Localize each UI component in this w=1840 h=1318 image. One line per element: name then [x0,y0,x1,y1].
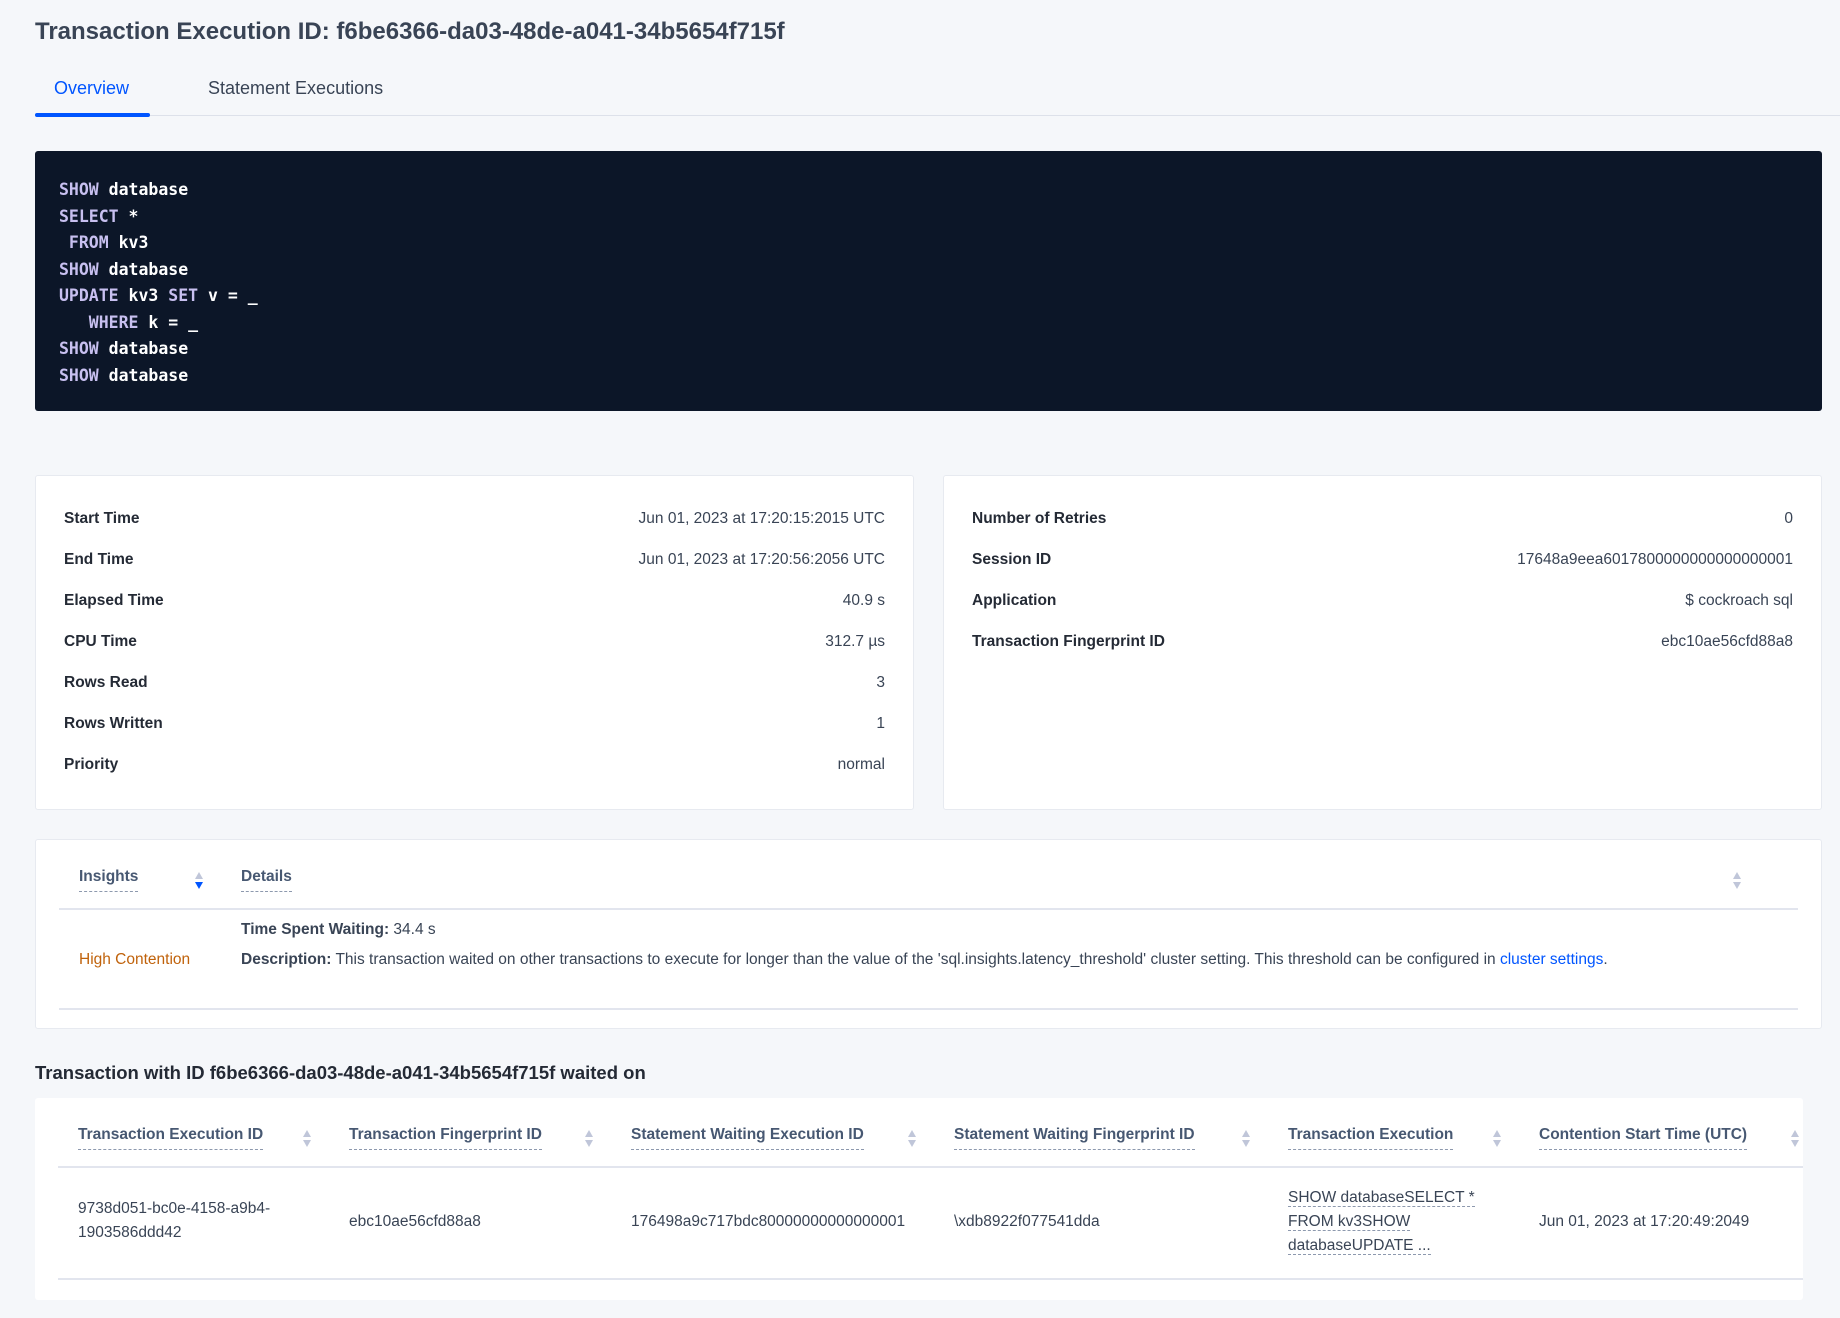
active-tab-indicator [35,113,150,117]
sql-line: SHOW database [59,339,189,358]
sql-line: SHOW database [59,365,189,385]
column-header-transaction-execution[interactable]: Transaction Execution [1288,1126,1454,1150]
insight-high-contention: High Contention [79,951,191,968]
cell-statement-waiting-fingerprint-id: \xdb8922f077541dda [954,1213,1100,1230]
sort-icon[interactable] [195,872,203,890]
summary-card-right: Number of Retries 0 Session ID 17648a9eea6… [943,475,1822,810]
column-header-transaction-fingerprint-id[interactable]: Transaction Fingerprint ID [349,1126,542,1150]
tab-overview[interactable]: Overview [54,78,130,98]
sort-icon[interactable] [1493,1130,1501,1148]
summary-row-end-time: End Time Jun 01, 2023 at 17:20:56:2056 UT… [64,551,885,568]
sort-icon[interactable] [1791,1130,1799,1148]
column-header-statement-waiting-execution-id[interactable]: Statement Waiting Execution ID [631,1126,864,1150]
tab-bar: Overview Statement Executions [35,70,1840,117]
waited-on-title: Transaction with ID f6be6366-da03-48de-a… [35,1062,646,1083]
page-title: Transaction Execution ID: f6be6366-da03-… [35,18,785,45]
summary-row-retries: Number of Retries 0 [972,510,1793,527]
sql-line: WHERE k = _ [59,312,199,332]
summary-card-left: Start Time Jun 01, 2023 at 17:20:15:2015 … [35,475,914,810]
fingerprint-id-link[interactable]: ebc10ae56cfd88a8 [1661,633,1793,650]
divider [59,908,1798,910]
cell-transaction-execution[interactable]: SHOW databaseSELECT * FROM kv3SHOW datab… [1288,1189,1475,1255]
sql-line: FROM kv3 [59,233,149,252]
column-header-statement-waiting-fingerprint-id[interactable]: Statement Waiting Fingerprint ID [954,1126,1195,1150]
cell-contention-start-time: Jun 01, 2023 at 17:20:49:2049 [1539,1213,1750,1230]
tab-statement-executions[interactable]: Statement Executions [208,78,384,98]
sql-code-block: SHOW database SELECT * FROM kv3 SHOW dat… [35,151,1822,411]
sql-line: SELECT * [59,206,139,226]
sort-icon[interactable] [908,1130,916,1148]
insights-card: Insights Details High Contention Time Sp… [35,839,1822,1029]
column-header-transaction-execution-id[interactable]: Transaction Execution ID [78,1126,264,1150]
summary-row-rows-written: Rows Written 1 [64,715,885,732]
summary-row-elapsed-time: Elapsed Time 40.9 s [64,592,885,609]
cell-transaction-fingerprint-id: ebc10ae56cfd88a8 [349,1213,481,1230]
sql-line: SHOW database [59,259,189,279]
column-header-contention-start-time[interactable]: Contention Start Time (UTC) [1539,1126,1748,1150]
sort-icon[interactable] [585,1130,593,1148]
waited-on-table: Transaction Execution ID Transaction Fin… [35,1098,1803,1300]
summary-row-priority: Priority normal [64,756,885,773]
sort-icon[interactable] [1733,872,1741,890]
sort-icon[interactable] [1242,1130,1250,1148]
divider [58,1166,1803,1168]
divider [58,1278,1803,1280]
summary-row-start-time: Start Time Jun 01, 2023 at 17:20:15:2015 … [64,510,885,527]
summary-row-application: Application $ cockroach sql [972,592,1793,609]
column-header-insights[interactable]: Insights [79,868,139,892]
insight-description: Description: This transaction waited on … [241,951,1608,968]
summary-row-fingerprint-id: Transaction Fingerprint ID ebc10ae56cfd88… [972,633,1793,653]
summary-row-cpu-time: CPU Time 312.7 µs [64,633,885,650]
cell-transaction-execution-id: 9738d051-bc0e-4158-a9b4- 1903586ddd42 [78,1200,271,1241]
divider [59,1008,1798,1010]
cluster-settings-link[interactable]: cluster settings [1499,951,1604,968]
sort-icon[interactable] [303,1130,311,1148]
time-spent-waiting: Time Spent Waiting: 34.4 s [241,921,436,938]
cell-statement-waiting-execution-id: 176498a9c717bdc80000000000000001 [631,1213,906,1230]
sql-line: UPDATE kv3 SET v = _ [59,286,258,305]
column-header-details[interactable]: Details [241,868,292,892]
sql-line: SHOW database [59,180,189,199]
summary-row-session-id: Session ID 17648a9eea60178000000000000000… [972,551,1793,568]
summary-row-rows-read: Rows Read 3 [64,674,885,691]
